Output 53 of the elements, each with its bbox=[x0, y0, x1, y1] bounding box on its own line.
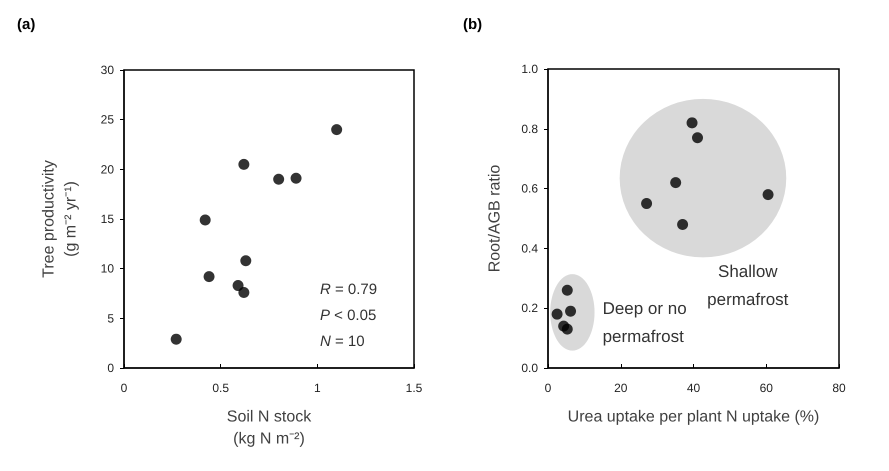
point bbox=[552, 308, 563, 320]
point bbox=[200, 214, 211, 226]
point bbox=[692, 132, 703, 144]
annotation: P < 0.05 bbox=[320, 307, 376, 324]
point bbox=[240, 255, 252, 266]
point bbox=[204, 271, 215, 282]
x-tick-label: 40 bbox=[686, 381, 700, 395]
chart-title: (a) bbox=[17, 16, 36, 33]
y-tick-label: 10 bbox=[100, 262, 114, 276]
x-tick-label: 60 bbox=[760, 381, 774, 395]
point bbox=[670, 177, 682, 188]
point bbox=[273, 174, 284, 185]
x-tick-label: 0.5 bbox=[212, 381, 230, 395]
point bbox=[290, 172, 302, 184]
y-tick-label: 15 bbox=[100, 212, 114, 226]
x-tick-label: 1 bbox=[314, 381, 321, 395]
x-tick-label: 0 bbox=[544, 381, 552, 395]
point bbox=[562, 324, 573, 335]
y-tick-label: 0.2 bbox=[521, 301, 538, 316]
y-tick-label: 0 bbox=[107, 361, 114, 375]
annotation: N = 10 bbox=[320, 333, 365, 350]
x-tick-label: 0 bbox=[120, 381, 128, 395]
annotation: Deep or no permafrost bbox=[602, 299, 687, 346]
point bbox=[641, 198, 652, 210]
annotation: R = 0.79 bbox=[320, 281, 378, 298]
y-tick-label: 0.4 bbox=[521, 241, 538, 256]
point bbox=[677, 218, 688, 230]
x-tick-label: 80 bbox=[832, 381, 846, 395]
y-tick-label: 25 bbox=[100, 112, 114, 127]
y-axis-title: Root/AGB ratio bbox=[486, 164, 504, 272]
chart-title: (b) bbox=[463, 16, 482, 33]
point bbox=[232, 280, 244, 292]
y-tick-label: 0.0 bbox=[521, 361, 538, 375]
point bbox=[762, 189, 774, 200]
point bbox=[331, 124, 342, 136]
x-axis-title: Urea uptake per plant N uptake (%) bbox=[568, 408, 820, 426]
annotation: Shallow permafrost bbox=[707, 262, 789, 309]
y-tick-label: 0.8 bbox=[521, 122, 538, 136]
point bbox=[238, 287, 250, 298]
y-tick-label: 1.0 bbox=[521, 62, 538, 76]
y-tick-label: 30 bbox=[100, 63, 114, 77]
point bbox=[238, 158, 250, 170]
x-tick-label: 20 bbox=[614, 381, 628, 395]
point bbox=[686, 117, 698, 128]
x-axis-title: Soil N stock (kg N m⁻²) bbox=[226, 408, 312, 448]
point bbox=[562, 284, 573, 296]
y-tick-label: 5 bbox=[107, 311, 114, 326]
y-tick-label: 20 bbox=[100, 162, 114, 176]
y-axis-title: Tree productivity (g m⁻² yr⁻¹) bbox=[40, 160, 80, 278]
x-tick-label: 1.5 bbox=[406, 381, 423, 395]
y-tick-label: 0.6 bbox=[521, 182, 538, 196]
point bbox=[565, 306, 576, 317]
point bbox=[170, 334, 182, 345]
